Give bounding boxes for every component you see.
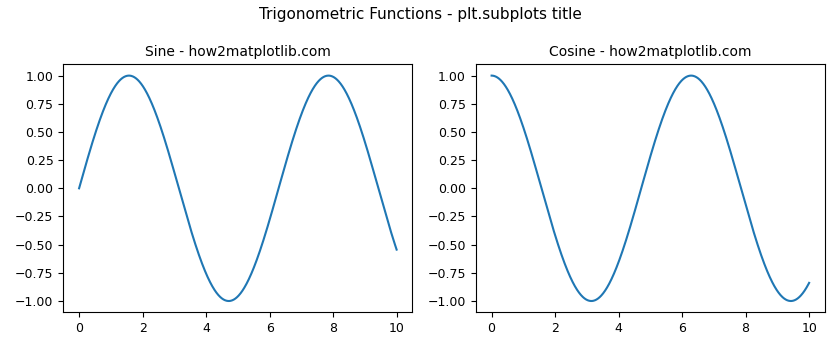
Title: Cosine - how2matplotlib.com: Cosine - how2matplotlib.com: [549, 45, 752, 59]
Text: Trigonometric Functions - plt.subplots title: Trigonometric Functions - plt.subplots t…: [259, 7, 581, 22]
Title: Sine - how2matplotlib.com: Sine - how2matplotlib.com: [145, 45, 331, 59]
